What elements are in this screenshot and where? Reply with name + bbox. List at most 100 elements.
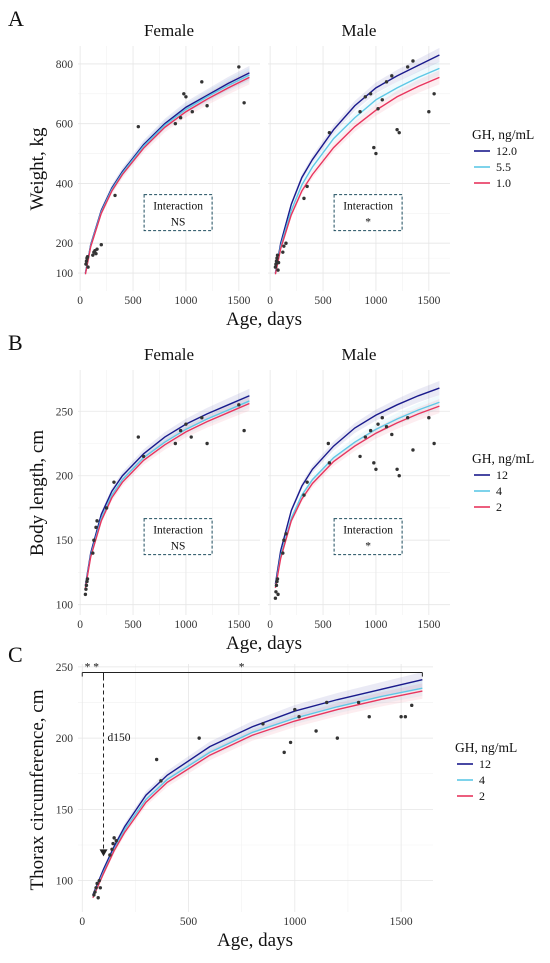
data-point	[205, 441, 209, 446]
interaction-annotation: Interaction *	[333, 194, 403, 232]
data-point	[372, 461, 376, 465]
data-point	[242, 428, 246, 433]
x-tick-label: 0	[267, 619, 273, 631]
legend-label: 1.0	[496, 176, 511, 190]
data-point	[281, 250, 285, 254]
data-point	[99, 242, 103, 247]
y-tick-label: 100	[56, 600, 74, 612]
data-point	[363, 95, 368, 99]
data-point	[397, 130, 401, 135]
x-tick-label: 1000	[364, 619, 387, 631]
y-tick-label: 150	[56, 535, 74, 547]
data-point	[84, 262, 88, 266]
facet-title: Male	[342, 345, 377, 364]
x-tick-label: 1500	[227, 619, 250, 631]
data-point	[197, 736, 201, 740]
data-point	[390, 74, 394, 78]
series-line	[84, 402, 250, 589]
data-point	[111, 841, 115, 846]
data-point	[86, 265, 90, 269]
data-point	[432, 92, 436, 96]
x-tick-label: 500	[124, 295, 142, 307]
data-point	[275, 577, 280, 581]
facet-title: Male	[342, 21, 377, 40]
confidence-ribbon	[85, 67, 250, 276]
panel-letter: C	[8, 642, 23, 667]
data-point	[173, 441, 178, 446]
confidence-ribbon	[85, 393, 250, 589]
data-point	[237, 65, 241, 69]
annotation-result: *	[365, 541, 371, 553]
data-point	[108, 853, 112, 857]
data-point	[395, 467, 399, 471]
x-axis-label: Age, days	[217, 930, 293, 951]
series-line	[274, 54, 440, 274]
x-tick-label: 500	[124, 619, 142, 631]
data-point	[110, 847, 114, 851]
data-point	[368, 428, 373, 433]
plot-background	[78, 370, 260, 615]
data-point	[200, 80, 204, 84]
data-point	[184, 422, 188, 426]
significance-right: *	[239, 662, 245, 674]
x-tick-label: 1500	[390, 916, 413, 928]
x-tick-label: 500	[314, 619, 332, 631]
x-tick-label: 0	[79, 916, 85, 928]
data-point	[159, 779, 163, 783]
confidence-ribbon	[275, 70, 440, 277]
data-point	[335, 736, 340, 740]
data-point	[242, 101, 246, 105]
data-point	[274, 590, 278, 594]
annotation-label: Interaction	[153, 525, 203, 537]
legend-title: GH, ng/mL	[472, 127, 534, 142]
legend-title: GH, ng/mL	[455, 740, 517, 755]
y-tick-label: 800	[56, 59, 74, 71]
data-point	[284, 532, 288, 536]
data-point	[380, 98, 384, 102]
y-axis-label: Body length, cm	[27, 430, 48, 556]
data-point	[297, 715, 301, 719]
data-point	[184, 95, 188, 99]
y-axis-label: Thorax circumference, cm	[27, 689, 48, 890]
annotation-result: NS	[171, 541, 186, 553]
annotation-box	[333, 194, 403, 232]
data-point	[95, 247, 99, 251]
series-line	[274, 76, 440, 275]
y-tick-label: 150	[56, 804, 74, 816]
interaction-annotation: Interaction NS	[143, 194, 213, 232]
data-point	[358, 454, 362, 459]
legend-label: 5.5	[496, 160, 511, 174]
data-point	[104, 506, 109, 510]
data-point	[282, 244, 286, 248]
confidence-ribbon	[85, 70, 250, 277]
data-point	[411, 59, 415, 63]
confidence-ribbon	[275, 380, 440, 586]
data-point	[327, 130, 332, 135]
data-point	[282, 750, 286, 755]
data-point	[92, 538, 96, 542]
facet-title: Female	[144, 21, 194, 40]
data-point	[282, 538, 286, 542]
data-point	[84, 259, 89, 263]
y-tick-label: 250	[56, 406, 74, 418]
data-point	[94, 525, 98, 530]
interaction-annotation: Interaction *	[333, 518, 403, 556]
data-point	[403, 715, 408, 719]
data-point	[276, 260, 281, 265]
data-point	[97, 878, 101, 883]
data-point	[205, 104, 209, 108]
data-point	[112, 836, 116, 840]
data-point	[84, 583, 89, 588]
data-point	[405, 416, 410, 420]
data-point	[325, 700, 329, 705]
data-point	[92, 893, 96, 897]
data-point	[302, 493, 306, 497]
data-point	[372, 145, 376, 150]
x-tick-label: 0	[77, 295, 83, 307]
data-point	[432, 441, 436, 446]
data-point	[411, 448, 415, 452]
data-point	[427, 416, 431, 420]
legend-label: 12.0	[496, 144, 517, 158]
data-point	[384, 80, 389, 84]
data-point	[327, 461, 332, 465]
